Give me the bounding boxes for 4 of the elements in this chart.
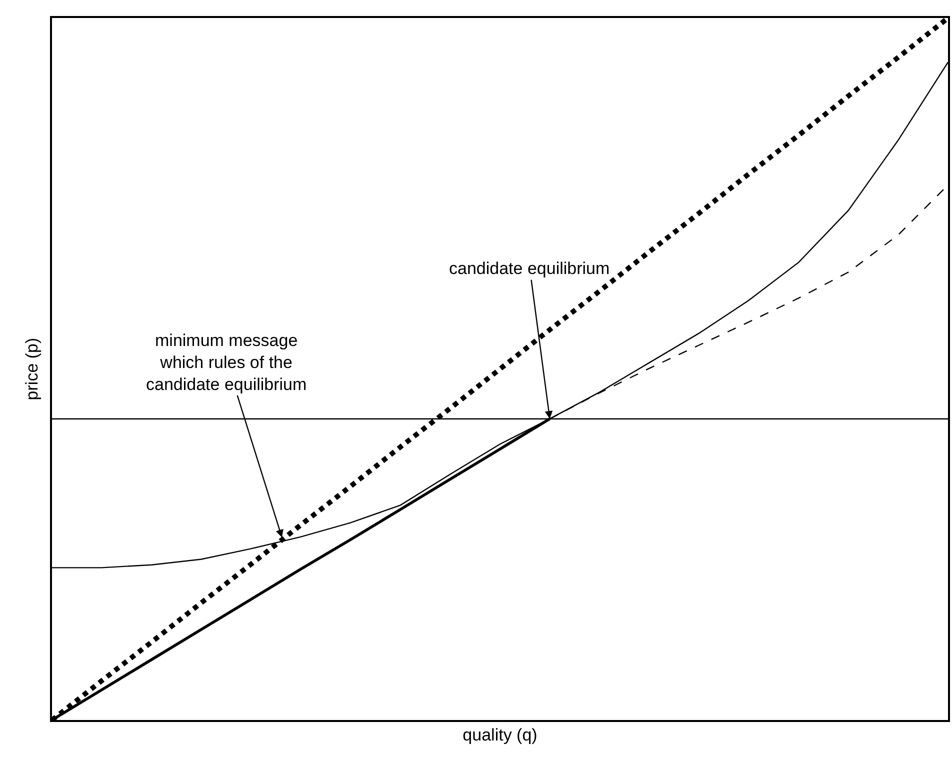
x-axis-title: quality (q) — [462, 726, 538, 745]
y-axis-title: price (p) — [22, 338, 42, 400]
annotation: candidate equilibrium — [449, 259, 610, 278]
annotation: minimum message which rules of the candidate equilibrium — [146, 331, 307, 394]
